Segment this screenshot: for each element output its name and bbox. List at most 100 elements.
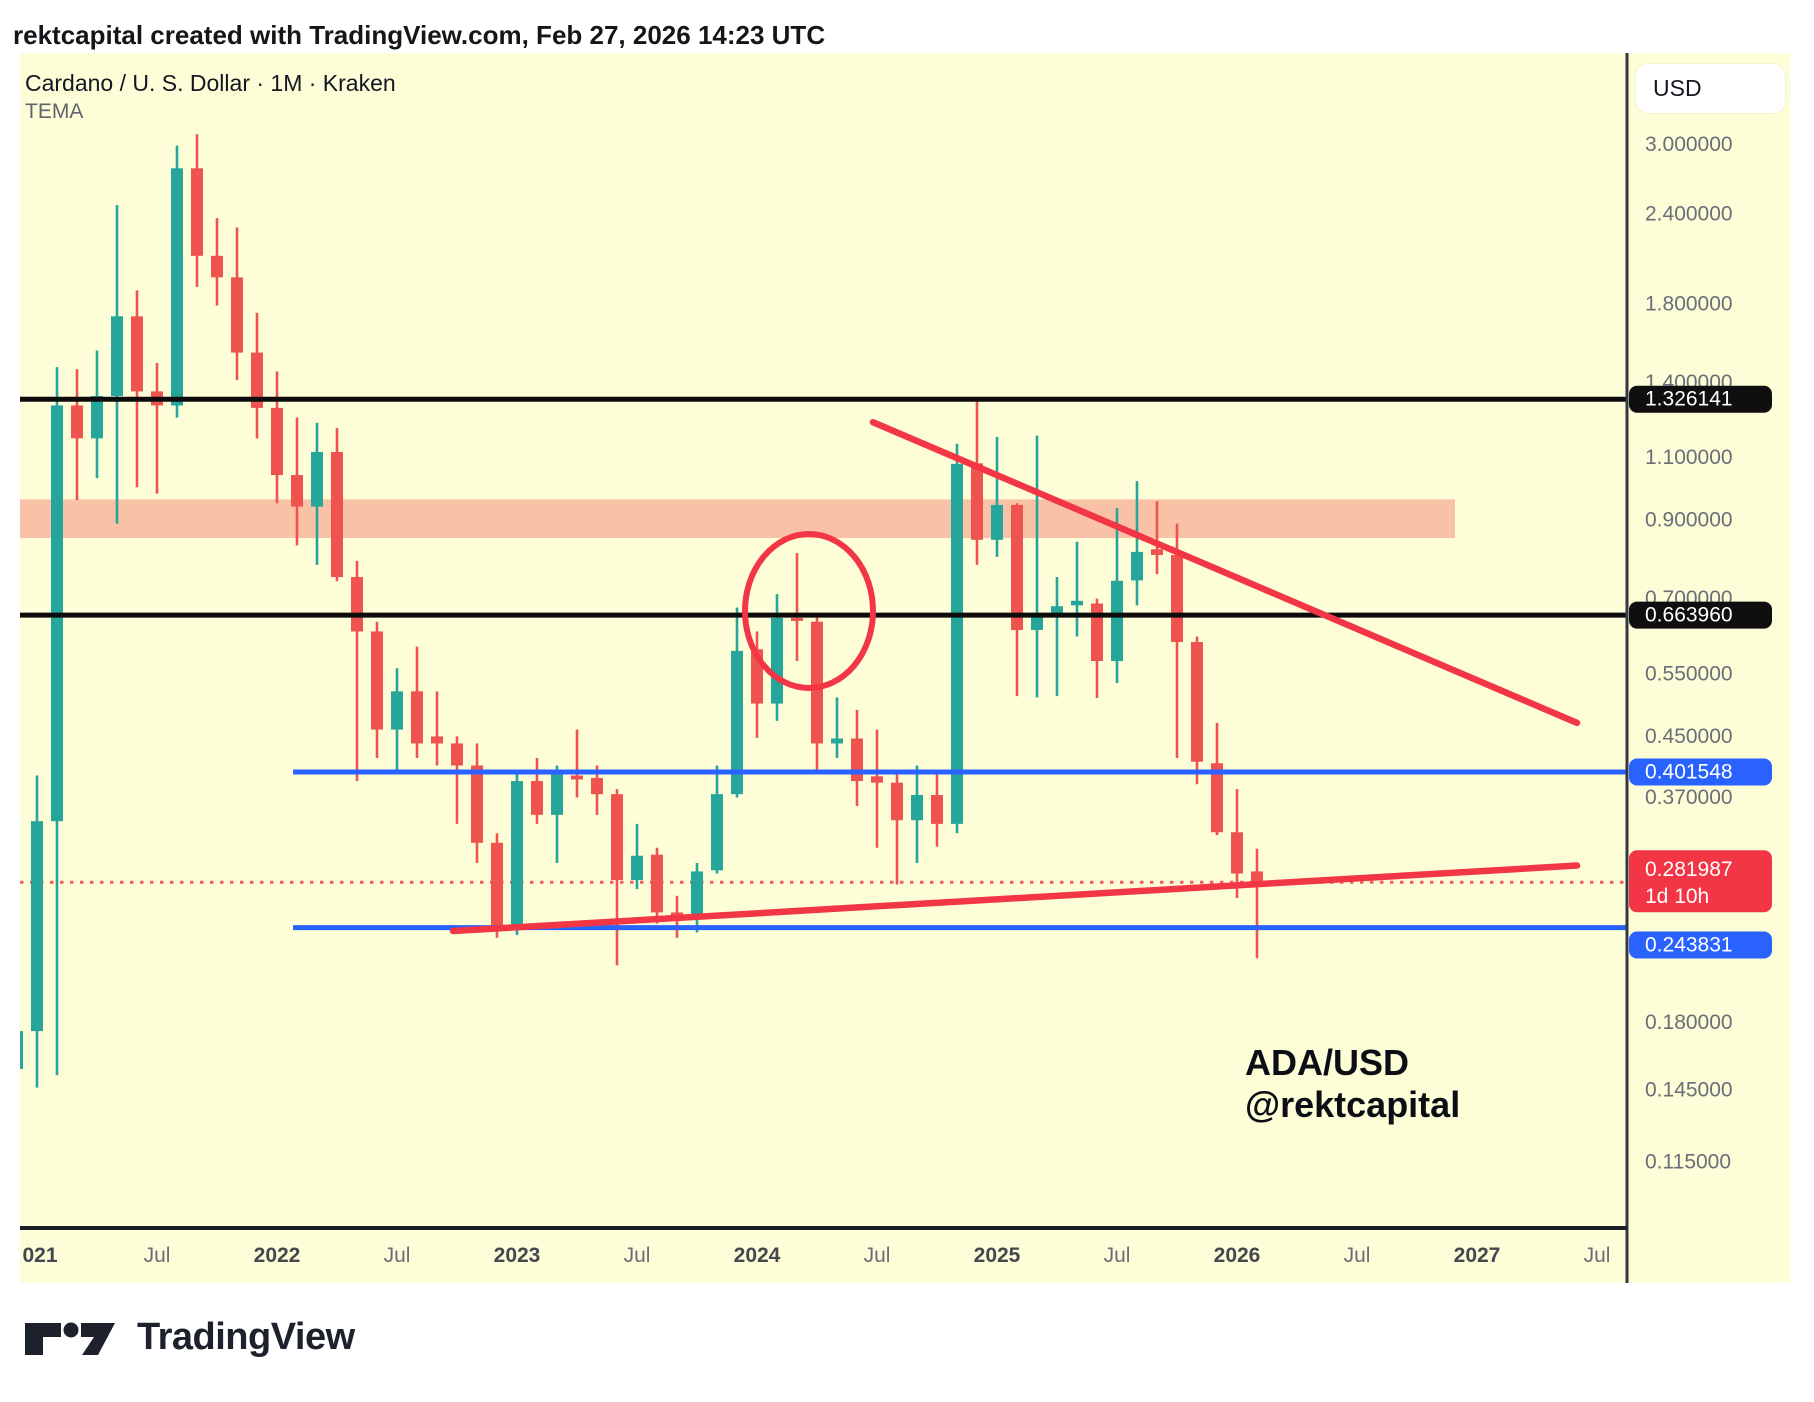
supply-zone[interactable] [20,499,1455,539]
candle-2024-10[interactable] [931,773,943,847]
time-axis[interactable]: 021 Jul 2022 Jul 2023 Jul 2024 Jul 2025 Jul 2026 Ju… [22,1244,1610,1267]
candle-2025-05[interactable] [1071,541,1083,637]
candle-2023-08[interactable] [651,847,663,924]
candle-2025-12[interactable] [1211,722,1223,836]
watermark-handle: @rektcapital [1245,1084,1461,1125]
candle-2024-11[interactable] [951,443,963,834]
candle-2022-05[interactable] [351,560,363,782]
candle-2022-09[interactable] [431,691,443,766]
price-tick-label: 0.370000 [1645,786,1733,809]
candle-body [871,776,883,783]
circle-annotation[interactable] [742,531,876,691]
candle-2025-02[interactable] [1011,503,1023,697]
candle-body [991,504,1003,540]
price-badge-0.663960: 0.663960 [1629,601,1772,629]
candle-2023-03[interactable] [551,765,563,863]
candle-2025-07[interactable] [1111,507,1123,684]
time-tick-label: Jul [1104,1244,1131,1267]
candle-2022-08[interactable] [411,646,423,758]
candle-2022-06[interactable] [371,621,383,758]
trendline-descending-resistance[interactable] [869,418,1581,727]
candle-2023-04[interactable] [571,729,583,798]
candle-body [811,621,823,744]
price-badge-0.401548: 0.401548 [1629,758,1772,786]
candle-body [971,463,983,540]
candle-2024-05[interactable] [831,697,843,758]
price-tick-label: 0.180000 [1645,1011,1733,1034]
candle-2025-10[interactable] [1171,523,1183,758]
time-tick-label: Jul [1344,1244,1371,1267]
candle-2023-12[interactable] [731,607,743,798]
candle-body [1131,551,1143,581]
candle-body [611,794,623,881]
candle-2022-10[interactable] [451,736,463,824]
candle-2023-06[interactable] [611,789,623,966]
time-tick-label: Jul [384,1244,411,1267]
candle-2022-02[interactable] [291,417,303,546]
candle-2025-03[interactable] [1031,435,1043,698]
time-tick-label: 021 [22,1244,57,1267]
candle-2024-12[interactable] [971,398,983,565]
candle-2024-04[interactable] [811,616,823,774]
candle-2022-12[interactable] [491,833,503,938]
candle-2024-03[interactable] [791,553,803,662]
candle-body [31,821,43,1032]
candle-2021-10[interactable] [211,218,223,306]
candle-2023-11[interactable] [711,765,723,874]
indicator-label[interactable]: TEMA [25,100,84,123]
candle-body [1071,600,1083,606]
candle-2021-05[interactable] [111,205,123,524]
candle-2025-01[interactable] [991,436,1003,557]
candle-2023-07[interactable] [631,823,643,889]
candle-body [351,577,363,632]
candle-body [1051,606,1063,617]
plot-area[interactable] [11,134,1627,1121]
candle-2021-08[interactable] [171,145,183,418]
candle-2022-01[interactable] [271,371,283,504]
candle-2021-01[interactable] [31,775,43,1088]
candle-body [491,842,503,927]
candle-body [1231,832,1243,874]
candle-2022-04[interactable] [331,427,343,582]
candle-2025-08[interactable] [1131,481,1143,606]
candle-body [1111,580,1123,662]
candle-2020-12[interactable] [11,974,23,1121]
candle-2023-02[interactable] [531,757,543,824]
candle-2025-04[interactable] [1051,577,1063,697]
candle-2021-03[interactable] [71,369,83,501]
symbol-title[interactable]: Cardano / U. S. Dollar · 1M · Kraken [25,70,396,96]
candle-2024-08[interactable] [891,773,903,885]
candle-body [1151,549,1163,555]
candle-2024-07[interactable] [871,729,883,848]
candle-2022-03[interactable] [311,422,323,565]
candle-2024-09[interactable] [911,765,923,863]
trendline-ascending-support[interactable] [449,862,1581,935]
candle-2021-04[interactable] [91,350,103,479]
candle-2021-09[interactable] [191,134,203,288]
candle-2026-01[interactable] [1231,789,1243,899]
candle-2022-11[interactable] [471,743,483,863]
candle-body [1251,871,1263,883]
candle-2023-10[interactable] [691,862,703,933]
candle-2021-12[interactable] [251,312,263,439]
candle-2025-11[interactable] [1191,636,1203,785]
candle-body [391,691,403,730]
price-badge-1.326141: 1.326141 [1629,385,1772,413]
candle-2023-01[interactable] [511,773,523,936]
chart-background [20,53,1790,1283]
candle-2026-02[interactable] [1251,848,1263,959]
currency-toggle-button[interactable]: USD [1636,64,1785,113]
watermark-pair: ADA/USD [1245,1042,1410,1083]
time-tick-label: 2027 [1454,1244,1501,1267]
candle-2021-11[interactable] [231,227,243,381]
candle-2021-06[interactable] [131,290,143,488]
candle-2022-07[interactable] [391,668,403,774]
candle-body [531,781,543,815]
candle-2025-09[interactable] [1151,501,1163,575]
candle-body [1031,616,1043,630]
price-tick-label: 0.550000 [1645,662,1733,685]
candle-body [71,405,83,439]
price-tick-label: 0.145000 [1645,1078,1733,1101]
